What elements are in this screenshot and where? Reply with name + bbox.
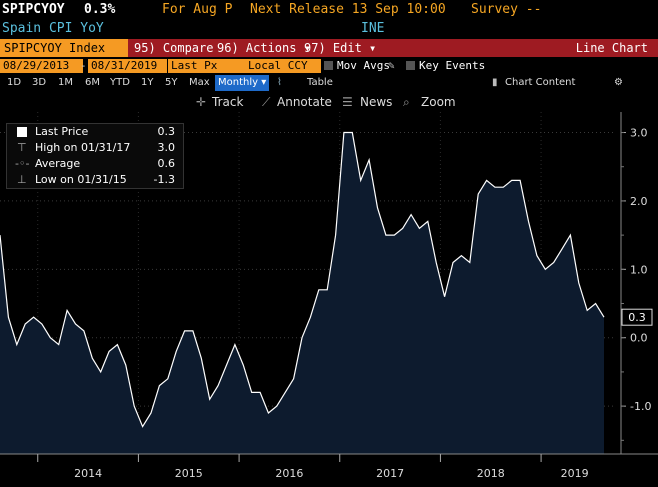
survey-label: Survey -- xyxy=(471,2,542,17)
last-value: 0.3% xyxy=(84,2,116,17)
period-selector-row: 1D 3D 1M 6M YTD 1Y 5Y Max Monthly ▾ ⌇ Ta… xyxy=(0,75,658,91)
start-date-input[interactable]: 08/29/2013 xyxy=(0,59,83,73)
legend-low-value: -1.3 xyxy=(153,173,175,186)
y-tick-label: 0.0 xyxy=(630,332,648,345)
frequency-label: Monthly xyxy=(218,77,259,88)
security-header: SPIPCYOY 0.3% For Aug P Next Release 13 … xyxy=(0,0,658,20)
actions-menu[interactable]: 96) Actions ▾ xyxy=(213,39,315,57)
last-value-label: 0.3 xyxy=(628,311,646,324)
table-button[interactable]: Table xyxy=(307,77,333,88)
x-tick-label: 2016 xyxy=(275,467,303,480)
legend-last-value: 0.3 xyxy=(157,125,176,138)
x-tick-label: 2014 xyxy=(74,467,102,480)
zoom-button[interactable]: Zoom xyxy=(421,95,456,109)
key-events-label: Key Events xyxy=(419,59,486,72)
x-axis: 2014 2015 2016 2017 2018 2019 xyxy=(0,453,658,480)
news-button[interactable]: News xyxy=(360,95,393,109)
y-tick-label: 2.0 xyxy=(630,195,648,208)
legend-average-row: -◦- Average 0.6 xyxy=(7,156,183,172)
mov-avgs-checkbox[interactable] xyxy=(324,61,333,70)
x-tick-label: 2019 xyxy=(561,467,589,480)
track-button[interactable]: Track xyxy=(212,95,244,109)
series-area xyxy=(0,132,604,454)
security-name: Spain CPI YoY xyxy=(2,21,104,36)
period-ytd[interactable]: YTD xyxy=(110,77,130,88)
period-1m[interactable]: 1M xyxy=(58,77,73,88)
dropdown-arrow-icon: ▾ xyxy=(296,41,311,55)
ticker-label: SPIPCYOY xyxy=(2,2,65,17)
chart-legend[interactable]: Last Price 0.3 ⊤ High on 01/31/17 3.0 -◦… xyxy=(6,123,184,189)
legend-last-label: Last Price xyxy=(35,125,89,138)
line-chart[interactable]: 3.0 2.0 1.0 0.0 -1.0 2014 2015 2016 2017 2018… xyxy=(0,112,658,487)
y-tick-label: -1.0 xyxy=(630,400,651,413)
legend-high-value: 3.0 xyxy=(157,141,176,154)
source-label: INE xyxy=(361,21,385,36)
chart-tools-row: ✛ Track ⟋ Annotate ☰ News ⌕ Zoom xyxy=(0,93,658,111)
edit-label: 97) Edit xyxy=(304,41,362,55)
annotate-icon: ⟋ xyxy=(262,95,271,109)
edit-menu[interactable]: 97) Edit ▾ xyxy=(300,39,380,57)
x-tick-label: 2018 xyxy=(477,467,505,480)
security-subheader: Spain CPI YoY INE xyxy=(0,20,658,38)
x-tick-label: 2017 xyxy=(376,467,404,480)
legend-high-label: High on 01/31/17 xyxy=(35,141,131,154)
period-5y[interactable]: 5Y xyxy=(165,77,178,88)
last-value-box xyxy=(621,308,653,326)
security-field[interactable]: SPIPCYOY Index xyxy=(0,39,128,57)
function-toolbar: SPIPCYOY Index 95) Compare 96) Actions ▾… xyxy=(0,39,658,57)
annotate-button[interactable]: Annotate xyxy=(277,95,332,109)
legend-low-row: ⊥ Low on 01/31/15 -1.3 xyxy=(7,172,183,188)
actions-label: 96) Actions xyxy=(217,41,297,55)
zoom-icon: ⌕ xyxy=(403,95,410,109)
average-marker-icon: -◦- xyxy=(15,157,30,170)
news-icon: ☰ xyxy=(342,95,353,109)
y-tick-label: 3.0 xyxy=(630,127,648,140)
legend-average-value: 0.6 xyxy=(157,157,176,170)
y-axis: 3.0 2.0 1.0 0.0 -1.0 xyxy=(620,112,651,454)
legend-last-row: Last Price 0.3 xyxy=(7,124,183,140)
currency-select[interactable]: Local CCY xyxy=(245,59,321,73)
series-line xyxy=(0,131,605,428)
y-tick-label: 1.0 xyxy=(630,263,648,276)
period-1y[interactable]: 1Y xyxy=(141,77,154,88)
compare-button[interactable]: 95) Compare xyxy=(134,41,214,55)
chart-content-button[interactable]: Chart Content xyxy=(505,77,576,88)
x-tick-label: 2015 xyxy=(175,467,203,480)
end-date-input[interactable]: 08/31/2019 xyxy=(88,59,167,73)
gear-icon[interactable]: ⚙ xyxy=(614,77,623,88)
pencil-icon[interactable]: ✎ xyxy=(388,59,395,72)
legend-high-row: ⊤ High on 01/31/17 3.0 xyxy=(7,140,183,156)
period-6m[interactable]: 6M xyxy=(85,77,100,88)
period-3d[interactable]: 3D xyxy=(32,77,47,88)
release-period: For Aug P xyxy=(162,2,233,17)
key-events-checkbox[interactable] xyxy=(406,61,415,70)
dropdown-arrow-icon: ▾ xyxy=(258,77,267,88)
field-select[interactable]: Last Px xyxy=(168,59,246,73)
chart-type-label: Line Chart xyxy=(575,41,648,55)
legend-low-label: Low on 01/31/15 xyxy=(35,173,127,186)
mov-avgs-label: Mov Avgs xyxy=(337,59,390,72)
legend-average-label: Average xyxy=(35,157,81,170)
low-marker-icon: ⊥ xyxy=(17,173,27,186)
last-price-swatch xyxy=(17,127,27,137)
line-chart-icon[interactable]: ⌇ xyxy=(277,77,282,88)
crosshair-icon: ✛ xyxy=(196,95,207,109)
last-value-marker: 0.3 xyxy=(621,308,653,326)
dropdown-arrow-icon: ▾ xyxy=(361,41,377,55)
period-1d[interactable]: 1D xyxy=(7,77,22,88)
frequency-select[interactable]: Monthly ▾ xyxy=(215,75,270,91)
chart-settings-row: 08/29/2013 - 08/31/2019 Last Px Local CC… xyxy=(0,58,658,74)
bar-chart-icon[interactable]: ▮ xyxy=(492,77,498,88)
period-max[interactable]: Max xyxy=(189,77,210,88)
date-separator: - xyxy=(80,59,87,72)
high-marker-icon: ⊤ xyxy=(17,141,27,154)
next-release: Next Release 13 Sep 10:00 xyxy=(250,2,446,17)
